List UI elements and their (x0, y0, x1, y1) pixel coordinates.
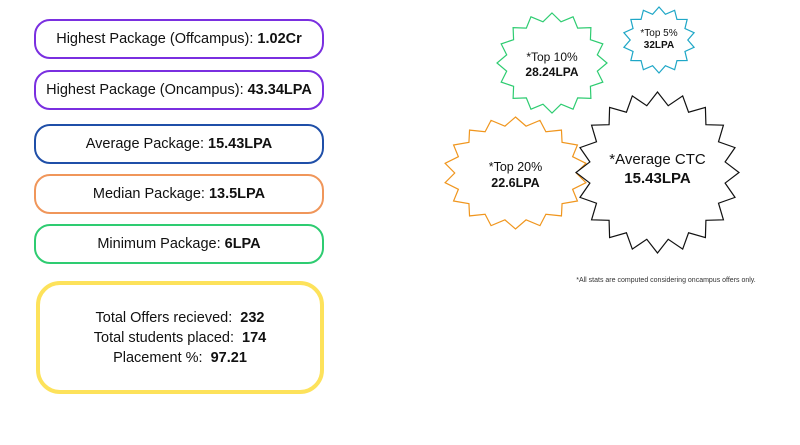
top20-value: 22.6LPA (491, 176, 540, 190)
top10-label: *Top 10% (526, 50, 578, 64)
minimum-package-label: Minimum Package: (97, 236, 221, 252)
top10-value: 28.24LPA (525, 65, 579, 79)
top5-starburst-shape (622, 6, 696, 74)
median-package-value: 13.5LPA (208, 186, 266, 202)
top20-starburst-outline (444, 116, 587, 230)
average-ctc-starburst: *Average CTC 15.43LPA (575, 91, 740, 254)
highest-package-oncampus-label: Highest Package (Oncampus): (46, 82, 244, 98)
top5-label: *Top 5% (640, 27, 678, 39)
top20-starburst-shape (444, 116, 587, 230)
average-ctc-label: *Average CTC (609, 150, 706, 168)
average-ctc-value: 15.43LPA (624, 169, 691, 187)
total-offers-value: 232 (240, 309, 265, 326)
total-students-value: 174 (242, 329, 267, 346)
footnote: *All stats are computed considering onca… (576, 277, 756, 284)
placement-percent-value: 97.21 (210, 349, 247, 366)
total-offers-row: Total Offers recieved: 232 (96, 308, 265, 328)
highest-package-oncampus-value: 43.34LPA (247, 82, 312, 98)
top10-starburst-outline (496, 12, 608, 114)
minimum-package-card: Minimum Package: 6LPA (34, 224, 324, 264)
placement-percent-row: Placement %: 97.21 (113, 348, 247, 368)
average-ctc-starburst-shape (575, 91, 740, 254)
top5-starburst-outline (622, 6, 696, 74)
placement-percent-label: Placement %: (113, 349, 203, 366)
minimum-package-value: 6LPA (224, 236, 261, 252)
average-package-card: Average Package: 15.43LPA (34, 124, 324, 164)
average-package-value: 15.43LPA (208, 136, 273, 152)
average-package-label: Average Package: (85, 136, 204, 152)
median-package-label: Median Package: (92, 186, 205, 202)
highest-package-offcampus-card: Highest Package (Offcampus): 1.02Cr (34, 19, 324, 59)
highest-package-offcampus-value: 1.02Cr (257, 31, 302, 47)
top20-label: *Top 20% (488, 160, 543, 175)
top5-starburst: *Top 5% 32LPA (622, 6, 696, 74)
avg-starburst-outline (575, 91, 740, 254)
top10-starburst-shape (496, 12, 608, 114)
top5-value: 32LPA (643, 40, 675, 51)
placement-totals-card: Total Offers recieved: 232 Total student… (36, 281, 324, 394)
highest-package-offcampus-label: Highest Package (Offcampus): (56, 31, 254, 47)
median-package-card: Median Package: 13.5LPA (34, 174, 324, 214)
total-students-row: Total students placed: 174 (94, 328, 267, 348)
total-students-label: Total students placed: (93, 329, 235, 346)
highest-package-oncampus-card: Highest Package (Oncampus): 43.34LPA (34, 70, 324, 110)
top10-starburst: *Top 10% 28.24LPA (496, 12, 608, 114)
top20-starburst: *Top 20% 22.6LPA (443, 116, 588, 230)
total-offers-label: Total Offers recieved: (95, 309, 233, 326)
